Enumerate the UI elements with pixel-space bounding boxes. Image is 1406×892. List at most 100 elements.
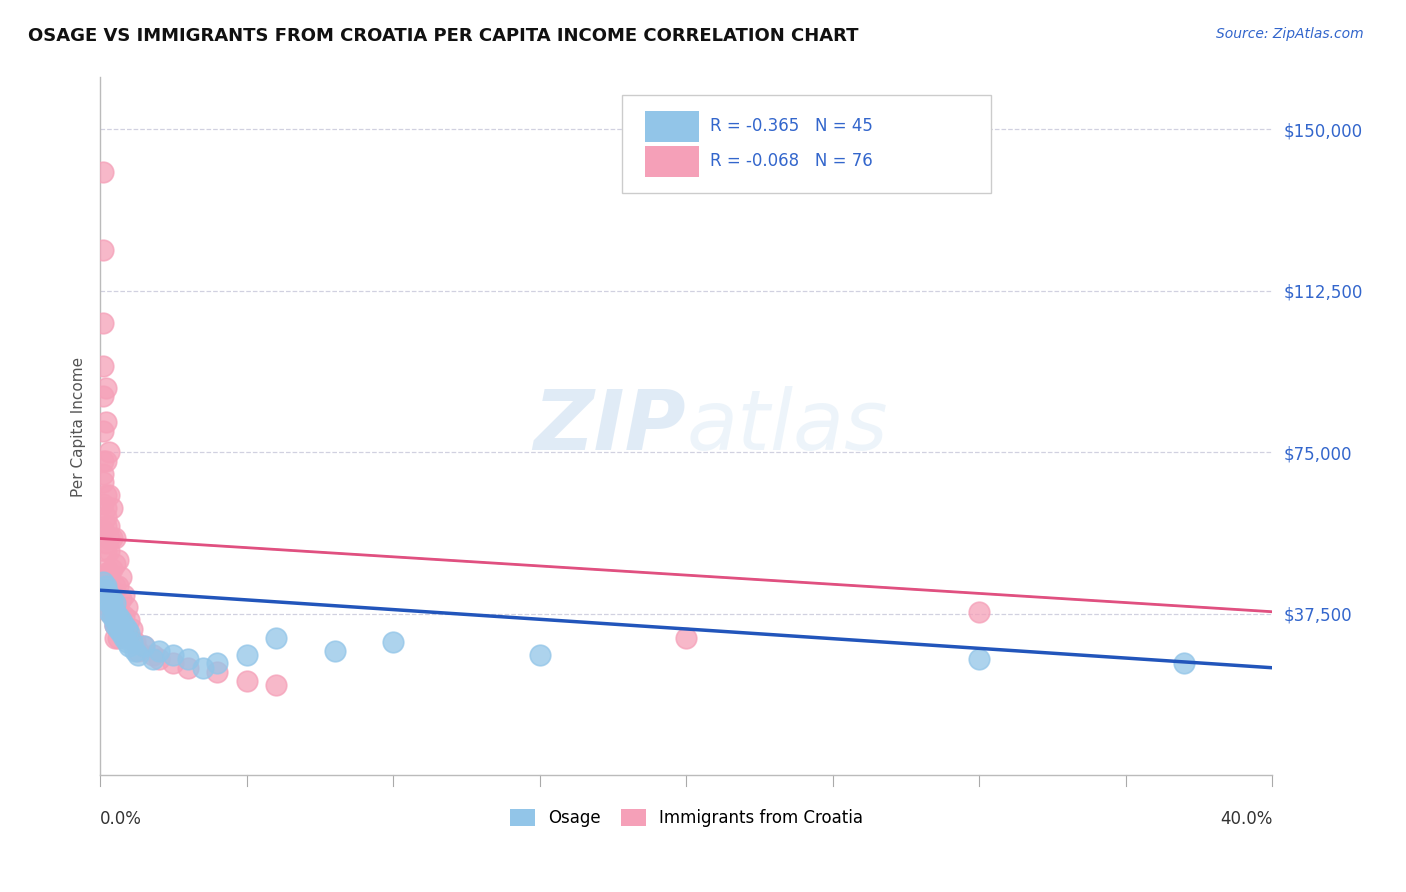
Point — [107, 631, 129, 645]
Point — [101, 562, 124, 576]
Point — [91, 316, 114, 330]
Point — [529, 648, 551, 662]
Text: Source: ZipAtlas.com: Source: ZipAtlas.com — [1216, 27, 1364, 41]
Point — [97, 570, 120, 584]
Point — [91, 467, 114, 481]
Point — [127, 648, 149, 662]
Point — [148, 643, 170, 657]
Point — [264, 678, 287, 692]
Text: R = -0.365   N = 45: R = -0.365 N = 45 — [710, 118, 873, 136]
Point — [91, 243, 114, 257]
Point — [118, 639, 141, 653]
Point — [94, 579, 117, 593]
Point — [110, 613, 132, 627]
Point — [97, 587, 120, 601]
Point — [101, 501, 124, 516]
Point — [94, 536, 117, 550]
Point — [97, 605, 120, 619]
Point — [207, 665, 229, 679]
Point — [97, 587, 120, 601]
Point — [101, 600, 124, 615]
Point — [94, 381, 117, 395]
Point — [101, 591, 124, 606]
Text: atlas: atlas — [686, 386, 887, 467]
Point — [91, 574, 114, 589]
Point — [101, 583, 124, 598]
Point — [104, 613, 127, 627]
Point — [94, 501, 117, 516]
Point — [132, 639, 155, 653]
Point — [94, 510, 117, 524]
Point — [177, 652, 200, 666]
Point — [101, 591, 124, 606]
Point — [104, 617, 127, 632]
Point — [323, 643, 346, 657]
Point — [94, 488, 117, 502]
Point — [235, 648, 257, 662]
Point — [235, 673, 257, 688]
Point — [112, 626, 135, 640]
Point — [107, 617, 129, 632]
Point — [104, 596, 127, 610]
Point — [110, 626, 132, 640]
Point — [142, 652, 165, 666]
Point — [148, 652, 170, 666]
Y-axis label: Per Capita Income: Per Capita Income — [72, 357, 86, 497]
Point — [104, 605, 127, 619]
Point — [107, 622, 129, 636]
Point — [97, 544, 120, 558]
Point — [101, 605, 124, 619]
Point — [118, 613, 141, 627]
Point — [124, 635, 146, 649]
Point — [91, 454, 114, 468]
Point — [115, 600, 138, 615]
Point — [94, 591, 117, 606]
Point — [115, 635, 138, 649]
Point — [91, 497, 114, 511]
Point — [118, 631, 141, 645]
Point — [162, 648, 184, 662]
Text: ZIP: ZIP — [534, 386, 686, 467]
Point — [142, 648, 165, 662]
Point — [97, 488, 120, 502]
Point — [91, 587, 114, 601]
Point — [104, 532, 127, 546]
Point — [118, 626, 141, 640]
Point — [107, 609, 129, 624]
Point — [969, 652, 991, 666]
Point — [97, 566, 120, 580]
Point — [104, 579, 127, 593]
Point — [107, 579, 129, 593]
Point — [94, 415, 117, 429]
Point — [115, 622, 138, 636]
Point — [104, 617, 127, 632]
FancyBboxPatch shape — [645, 111, 699, 142]
Point — [91, 475, 114, 490]
Point — [101, 596, 124, 610]
FancyBboxPatch shape — [645, 146, 699, 177]
Text: R = -0.068   N = 76: R = -0.068 N = 76 — [710, 153, 873, 170]
Point — [91, 424, 114, 438]
Point — [124, 643, 146, 657]
Point — [104, 600, 127, 615]
Point — [162, 657, 184, 671]
Point — [110, 613, 132, 627]
Point — [191, 661, 214, 675]
Point — [107, 553, 129, 567]
Point — [107, 617, 129, 632]
Point — [97, 596, 120, 610]
Point — [675, 631, 697, 645]
Point — [97, 518, 120, 533]
Point — [91, 583, 114, 598]
Text: 40.0%: 40.0% — [1220, 810, 1272, 828]
Point — [91, 523, 114, 537]
Point — [97, 605, 120, 619]
Point — [101, 532, 124, 546]
Point — [104, 613, 127, 627]
FancyBboxPatch shape — [621, 95, 991, 193]
Point — [94, 562, 117, 576]
Point — [94, 544, 117, 558]
Point — [1173, 657, 1195, 671]
Point — [107, 600, 129, 615]
Legend: Osage, Immigrants from Croatia: Osage, Immigrants from Croatia — [503, 802, 869, 833]
